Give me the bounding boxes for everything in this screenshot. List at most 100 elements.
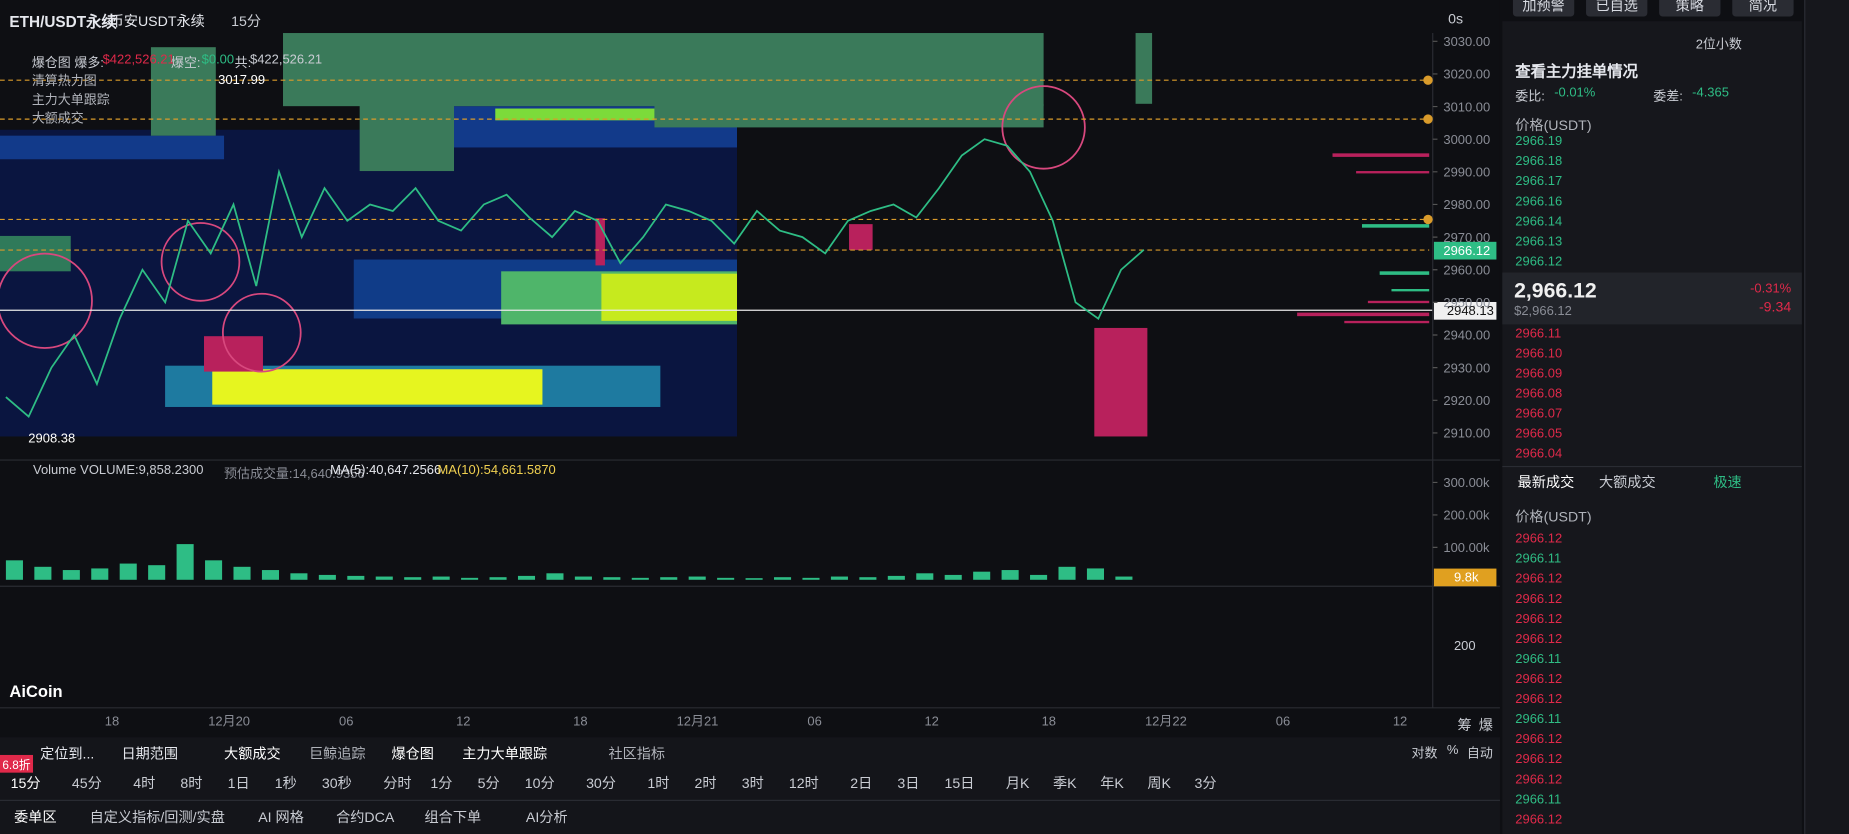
trade-cell: 2966.12	[1515, 612, 1563, 627]
trade-tab[interactable]: 最新成交	[1517, 474, 1575, 491]
toolbar-option[interactable]: %	[1446, 743, 1459, 758]
interval-tab[interactable]: 1分	[430, 775, 453, 792]
toolbar-tool[interactable]: 巨鲸追踪	[308, 745, 366, 763]
volume-bar	[261, 570, 280, 580]
liq-total-label: 共:	[234, 56, 252, 71]
toolbar-option[interactable]: 自动	[1466, 746, 1493, 761]
bottom-tab[interactable]: 委单区	[14, 809, 57, 826]
x-tick-label: 06	[1276, 713, 1290, 728]
trade-cell: 2966.12	[1515, 812, 1563, 827]
trade-tab[interactable]: 极速	[1713, 474, 1742, 491]
interval-tab[interactable]: 15分	[10, 775, 41, 792]
interval-tab[interactable]: 15日	[944, 775, 975, 792]
interval-tab[interactable]: 月K	[1005, 775, 1030, 792]
top-button[interactable]: 策略	[1659, 0, 1721, 17]
overlay-menu-item[interactable]: 主力大单跟踪	[31, 93, 110, 108]
diff: -4.365	[1692, 86, 1729, 101]
volume-bar	[5, 560, 23, 580]
interval-tab[interactable]: 30分	[586, 775, 616, 792]
ob-cell: 2966.08	[1515, 386, 1563, 402]
interval-tab[interactable]: 8时	[180, 775, 203, 792]
interval-tab[interactable]: 5分	[477, 775, 500, 792]
volume-bar	[34, 566, 52, 580]
volume-legend-item: Volume	[33, 463, 77, 478]
overlay-menu-item[interactable]: 大额成交	[31, 112, 84, 127]
interval[interactable]: 15分	[231, 12, 262, 30]
toolbar-button[interactable]: 日期范围	[121, 745, 179, 763]
volume-bar	[1115, 576, 1133, 580]
volume-bar	[944, 574, 962, 580]
interval-tab[interactable]: 1时	[647, 775, 670, 792]
trade-cell: 2966.11	[1515, 552, 1562, 567]
bottom-tab[interactable]: AI分析	[525, 809, 568, 826]
mid-change: -9.34	[1758, 298, 1792, 315]
side-label[interactable]: 爆	[1478, 717, 1493, 734]
ob-title[interactable]: 查看主力挂单情况	[1515, 62, 1638, 81]
interval-tab[interactable]: 3分	[1194, 775, 1217, 792]
interval-tab[interactable]: 2日	[850, 775, 873, 792]
interval-tab[interactable]: 30秒	[321, 775, 352, 792]
trade-cell: 2966.12	[1515, 772, 1563, 787]
bottom-tab[interactable]: 组合下单	[424, 809, 482, 826]
volume-bar	[517, 575, 536, 580]
x-tick-label: 18	[573, 713, 587, 728]
x-tick-label: 18	[105, 713, 119, 728]
interval-tab[interactable]: 1日	[227, 775, 250, 792]
toolbar-button[interactable]: 定位到...	[40, 745, 95, 763]
toolbar-tool[interactable]: 大额成交	[224, 745, 281, 763]
side-label[interactable]: 筹	[1457, 717, 1472, 734]
overlay-menu-item[interactable]: 清算热力图	[31, 74, 97, 89]
toolbar-tool[interactable]: 爆仓图	[391, 745, 434, 763]
decimals[interactable]: 2位小数	[1695, 37, 1742, 52]
y-tick-label: 3000.00	[1443, 132, 1490, 147]
discount-badge: 6.8折	[0, 754, 33, 773]
symbol[interactable]: ETH/USDT永续	[9, 12, 117, 31]
toolbar: 定位到... 日期范围 大额成交 巨鲸追踪 爆仓图 主力大单跟踪 社区指标 对数% 自动	[0, 741, 1500, 765]
y-tick-label: 2930.00	[1443, 360, 1490, 375]
bottom-tab[interactable]: AI 网格	[258, 809, 304, 826]
volume-bar	[830, 576, 848, 580]
top-button[interactable]: 加预警	[1512, 0, 1575, 17]
y-tick-label: 2970.00	[1443, 230, 1490, 245]
volume-bar	[432, 576, 450, 580]
ob-cell: 2966.17	[1515, 174, 1563, 189]
toolbar-tool[interactable]: 社区指标	[608, 745, 666, 763]
interval-tab[interactable]: 10分	[524, 775, 555, 792]
interval-tab[interactable]: 12时	[788, 775, 819, 792]
divider	[1502, 465, 1802, 468]
ob-cell: 2966.05	[1515, 427, 1563, 442]
bottom-tab[interactable]: 合约DCA	[336, 809, 395, 826]
ob-cell: 2966.16	[1515, 194, 1563, 209]
bottom-tab[interactable]: 自定义指标/回测/实盘	[89, 809, 225, 826]
interval-tab[interactable]: 3日	[897, 775, 920, 792]
sidebar	[1804, 0, 1849, 834]
top-button[interactable]: 已自选	[1586, 0, 1648, 17]
top-button[interactable]: 简况	[1732, 0, 1794, 17]
trade-cell: 2966.12	[1515, 732, 1563, 747]
y-tick-label: 2940.00	[1443, 328, 1490, 343]
ob-header: 价格(USDT)	[1515, 116, 1592, 134]
interval-tab[interactable]: 3时	[741, 775, 764, 792]
toolbar-tool[interactable]: 主力大单跟踪	[462, 745, 548, 763]
trade-cell: 2966.12	[1515, 572, 1563, 587]
interval-tab[interactable]: 4时	[133, 775, 156, 792]
volume-bar	[1001, 570, 1019, 580]
toolbar-option[interactable]: 对数	[1411, 746, 1438, 761]
trade-tab[interactable]: 大额成交	[1599, 474, 1656, 491]
interval-tab[interactable]: 年K	[1100, 775, 1124, 792]
interval-tab[interactable]: 季K	[1053, 775, 1077, 792]
ob-cell: 2966.09	[1515, 366, 1563, 382]
interval-tab[interactable]: 分时	[383, 775, 412, 792]
y-tick-label: 100.00k	[1443, 540, 1490, 555]
interval-tab[interactable]: 45分	[71, 775, 102, 792]
mid-usd: $2,966.12	[1514, 304, 1572, 319]
volume-bar	[461, 577, 479, 580]
interval-tab[interactable]: 1秒	[274, 775, 297, 792]
volume-bar	[859, 577, 877, 580]
interval-tab[interactable]: 周K	[1147, 775, 1171, 792]
interval-tab[interactable]: 2时	[694, 775, 717, 792]
diff-label: 委差:	[1653, 89, 1683, 104]
x-tick-label: 12	[1393, 713, 1407, 728]
y-tick-label: 3020.00	[1443, 67, 1490, 82]
mid-price: 2,966.12	[1514, 278, 1597, 302]
